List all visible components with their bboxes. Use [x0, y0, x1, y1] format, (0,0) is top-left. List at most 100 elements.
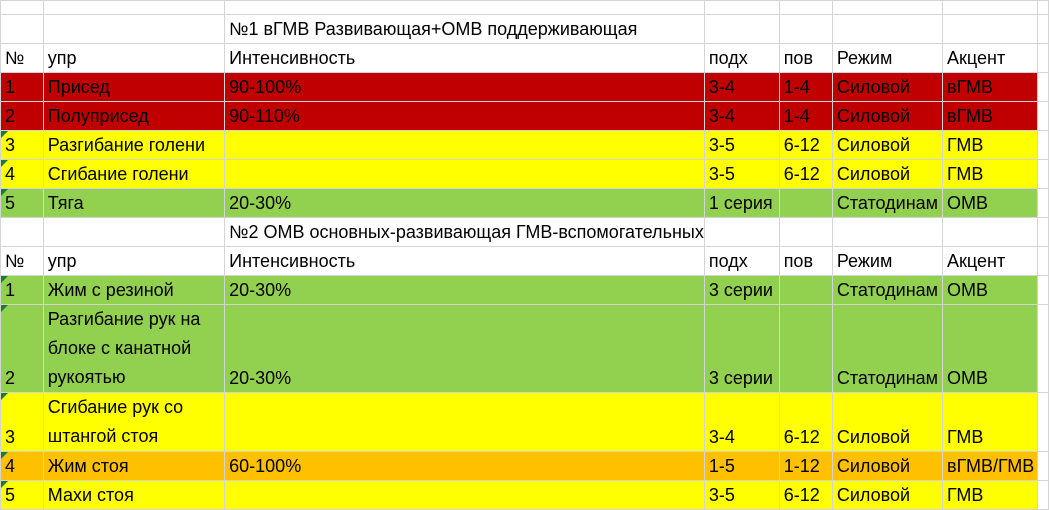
empty-cell[interactable] [42, 14, 226, 44]
empty-cell[interactable] [778, 217, 833, 247]
exercise-cell[interactable]: Сгибание голени [42, 159, 226, 189]
mode-cell[interactable]: Силовой [831, 451, 944, 481]
empty-cell[interactable] [1037, 451, 1049, 481]
sets-cell[interactable]: 3-4 [703, 101, 780, 131]
empty-cell[interactable] [1037, 217, 1049, 247]
mode-cell[interactable]: Статодинам [831, 188, 944, 218]
empty-cell[interactable] [831, 14, 944, 44]
intensity-cell[interactable]: 90-110% [224, 101, 705, 131]
row-number-cell[interactable]: 2 [0, 101, 44, 131]
empty-cell[interactable] [42, 0, 226, 15]
header-cell[interactable]: упр [42, 43, 226, 73]
block-title[interactable]: №1 вГМВ Развивающая+ОМВ поддерживающая [224, 14, 705, 44]
mode-cell[interactable]: Силовой [831, 72, 944, 102]
accent-cell[interactable]: вГМВ [942, 101, 1039, 131]
header-cell[interactable]: пов [778, 246, 833, 276]
accent-cell[interactable]: вГМВ/ГМВ [942, 451, 1039, 481]
reps-cell[interactable] [778, 275, 833, 305]
accent-cell[interactable]: вГМВ [942, 72, 1039, 102]
exercise-cell[interactable]: Полуприсед [42, 101, 226, 131]
mode-cell[interactable]: Статодинам [831, 304, 944, 393]
intensity-cell[interactable]: 20-30% [224, 188, 705, 218]
row-number-cell[interactable]: 1 [0, 275, 44, 305]
empty-cell[interactable] [42, 217, 226, 247]
empty-cell[interactable] [1037, 0, 1049, 15]
intensity-cell[interactable]: 20-30% [224, 304, 705, 393]
intensity-cell[interactable] [224, 392, 705, 452]
sets-cell[interactable]: 3-5 [703, 480, 780, 510]
empty-cell[interactable] [831, 0, 944, 15]
sets-cell[interactable]: 3-4 [703, 72, 780, 102]
intensity-cell[interactable]: 60-100% [224, 451, 705, 481]
empty-cell[interactable] [1037, 480, 1049, 510]
mode-cell[interactable]: Статодинам [831, 275, 944, 305]
exercise-cell[interactable]: Присед [42, 72, 226, 102]
mode-cell[interactable]: Силовой [831, 130, 944, 160]
sets-cell[interactable]: 3-4 [703, 392, 780, 452]
empty-cell[interactable] [1037, 304, 1049, 393]
row-number-cell[interactable]: 5 [0, 480, 44, 510]
row-number-cell[interactable]: 1 [0, 72, 44, 102]
empty-cell[interactable] [0, 14, 44, 44]
intensity-cell[interactable]: 20-30% [224, 275, 705, 305]
empty-cell[interactable] [1037, 159, 1049, 189]
empty-cell[interactable] [942, 0, 1039, 15]
reps-cell[interactable]: 6-12 [778, 130, 833, 160]
row-number-cell[interactable]: 2 [0, 304, 44, 393]
empty-cell[interactable] [1037, 275, 1049, 305]
sets-cell[interactable]: 3 серии [703, 304, 780, 393]
exercise-cell[interactable]: Разгибание голени [42, 130, 226, 160]
accent-cell[interactable]: ГМВ [942, 159, 1039, 189]
header-cell[interactable]: Режим [831, 43, 944, 73]
empty-cell[interactable] [1037, 188, 1049, 218]
block-title[interactable]: №2 ОМВ основных-развивающая ГМВ-вспомога… [224, 217, 705, 247]
empty-cell[interactable] [778, 0, 833, 15]
empty-cell[interactable] [1037, 130, 1049, 160]
exercise-cell[interactable]: Жим с резиной [42, 275, 226, 305]
row-number-cell[interactable]: 4 [0, 451, 44, 481]
intensity-cell[interactable] [224, 480, 705, 510]
intensity-cell[interactable] [224, 159, 705, 189]
reps-cell[interactable]: 6-12 [778, 392, 833, 452]
empty-cell[interactable] [703, 0, 780, 15]
intensity-cell[interactable] [224, 130, 705, 160]
accent-cell[interactable]: ГМВ [942, 392, 1039, 452]
empty-cell[interactable] [1037, 72, 1049, 102]
sets-cell[interactable]: 3 серии [703, 275, 780, 305]
header-cell[interactable]: Режим [831, 246, 944, 276]
exercise-cell[interactable]: Тяга [42, 188, 226, 218]
header-cell[interactable]: № [0, 246, 44, 276]
empty-cell[interactable] [224, 0, 705, 15]
exercise-cell[interactable]: Жим стоя [42, 451, 226, 481]
reps-cell[interactable]: 6-12 [778, 480, 833, 510]
reps-cell[interactable]: 6-12 [778, 159, 833, 189]
empty-cell[interactable] [0, 0, 44, 15]
exercise-cell[interactable]: Сгибание рук со штангой стоя [42, 392, 226, 452]
empty-cell[interactable] [0, 217, 44, 247]
row-number-cell[interactable]: 4 [0, 159, 44, 189]
exercise-cell[interactable]: Махи стоя [42, 480, 226, 510]
header-cell[interactable]: подх [703, 43, 780, 73]
header-cell[interactable]: Интенсивность [224, 246, 705, 276]
row-number-cell[interactable]: 3 [0, 392, 44, 452]
reps-cell[interactable] [778, 188, 833, 218]
header-cell[interactable]: подх [703, 246, 780, 276]
header-cell[interactable]: Акцент [942, 246, 1039, 276]
header-cell[interactable]: Интенсивность [224, 43, 705, 73]
empty-cell[interactable] [1037, 43, 1049, 73]
row-number-cell[interactable]: 5 [0, 188, 44, 218]
accent-cell[interactable]: ГМВ [942, 480, 1039, 510]
header-cell[interactable]: пов [778, 43, 833, 73]
empty-cell[interactable] [1037, 14, 1049, 44]
exercise-cell[interactable]: Разгибание рук на блоке с канатной рукоя… [42, 304, 226, 393]
empty-cell[interactable] [1037, 246, 1049, 276]
intensity-cell[interactable]: 90-100% [224, 72, 705, 102]
empty-cell[interactable] [778, 14, 833, 44]
reps-cell[interactable] [778, 304, 833, 393]
sets-cell[interactable]: 3-5 [703, 159, 780, 189]
header-cell[interactable]: упр [42, 246, 226, 276]
accent-cell[interactable]: ОМВ [942, 188, 1039, 218]
mode-cell[interactable]: Силовой [831, 101, 944, 131]
mode-cell[interactable]: Силовой [831, 159, 944, 189]
mode-cell[interactable]: Силовой [831, 392, 944, 452]
